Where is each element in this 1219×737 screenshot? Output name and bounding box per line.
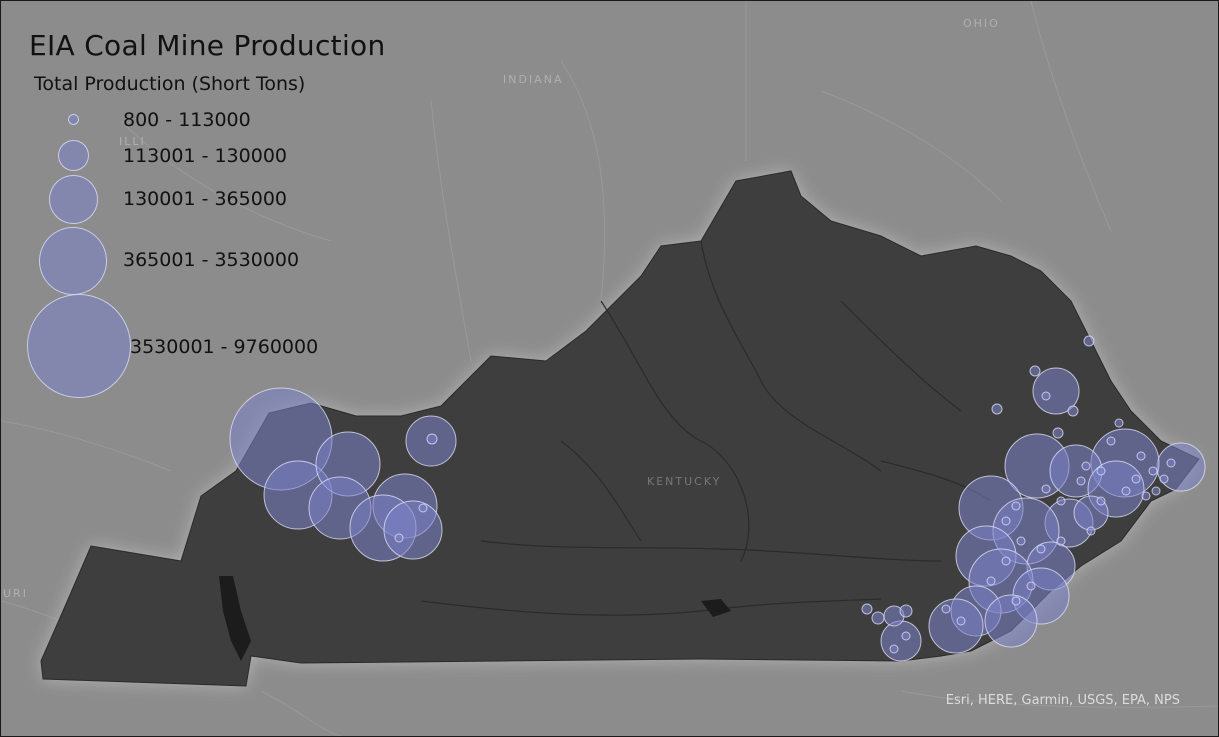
mine-symbol xyxy=(1041,484,1051,494)
mine-symbol xyxy=(1067,405,1079,417)
mine-symbol xyxy=(941,604,951,614)
mine-symbol xyxy=(871,611,885,625)
mine-symbol xyxy=(1141,491,1151,501)
legend-symbol-class-5 xyxy=(27,294,131,398)
mine-symbol xyxy=(991,403,1003,415)
mine-symbol xyxy=(1026,581,1036,591)
map-title: EIA Coal Mine Production xyxy=(29,29,386,62)
mine-symbol xyxy=(1016,536,1026,546)
mine-symbol xyxy=(956,616,966,626)
mine-symbol xyxy=(1166,458,1176,468)
mine-symbol xyxy=(1159,474,1169,484)
mine-symbol xyxy=(880,620,922,662)
mine-symbol xyxy=(986,576,996,586)
mine-symbols xyxy=(229,335,1206,662)
mine-symbol xyxy=(1148,466,1158,476)
mine-symbol xyxy=(1029,365,1041,377)
state-internal-lines xyxy=(420,240,992,616)
region-label-ohio: OHIO xyxy=(963,17,1000,30)
mine-symbol xyxy=(1081,461,1091,471)
mine-symbol xyxy=(1136,451,1146,461)
region-label-missouri: URI xyxy=(3,587,28,600)
mine-symbol xyxy=(1086,526,1096,536)
legend-class-label: 130001 - 365000 xyxy=(123,188,287,210)
mine-symbol xyxy=(1131,474,1141,484)
mine-symbol xyxy=(1056,496,1066,506)
legend-symbol-class-4 xyxy=(39,227,107,295)
mine-symbol xyxy=(1076,476,1086,486)
mine-symbol xyxy=(1114,418,1124,428)
lake xyxy=(219,576,251,661)
lake xyxy=(701,599,731,617)
mine-symbol xyxy=(1032,367,1080,415)
mine-symbol xyxy=(1121,486,1131,496)
mine-symbol xyxy=(426,433,438,445)
mine-symbol xyxy=(899,604,913,618)
mine-symbol xyxy=(1156,442,1206,492)
mine-symbol xyxy=(1001,516,1011,526)
legend-subtitle: Total Production (Short Tons) xyxy=(34,73,306,95)
mine-symbol xyxy=(889,644,899,654)
legend-class-label: 113001 - 130000 xyxy=(123,145,287,167)
mine-symbol xyxy=(1106,436,1116,446)
mine-symbol xyxy=(394,533,404,543)
mine-symbol xyxy=(383,500,443,560)
mine-symbol xyxy=(1036,544,1046,554)
legend-class-label: 3530001 - 9760000 xyxy=(130,336,319,358)
mine-symbol xyxy=(984,594,1038,648)
legend-class-label: 800 - 113000 xyxy=(123,109,251,131)
legend-symbol-class-3 xyxy=(49,175,98,224)
mine-symbol xyxy=(1011,501,1021,511)
mine-symbol xyxy=(1096,496,1106,506)
region-label-indiana: INDIANA xyxy=(503,73,564,86)
mine-symbol xyxy=(1083,335,1095,347)
region-label-illinois: ILLI xyxy=(119,135,146,148)
mine-symbol xyxy=(418,503,428,513)
mine-symbol xyxy=(1001,556,1011,566)
mine-symbol xyxy=(1096,466,1106,476)
legend-class-label: 365001 - 3530000 xyxy=(123,249,300,271)
mine-symbol xyxy=(1056,536,1066,546)
mine-symbol xyxy=(928,598,984,654)
region-label-kentucky: KENTUCKY xyxy=(647,475,722,488)
mine-symbol xyxy=(901,631,911,641)
legend-symbol-class-2 xyxy=(58,140,89,171)
mine-symbol xyxy=(1052,427,1064,439)
legend-symbol-class-1 xyxy=(68,114,79,125)
mine-symbol xyxy=(1041,391,1051,401)
mine-symbol xyxy=(1151,486,1161,496)
mine-symbol xyxy=(1011,596,1021,606)
map-attribution[interactable]: Esri, HERE, Garmin, USGS, EPA, NPS xyxy=(945,693,1180,708)
mine-symbol xyxy=(861,603,873,615)
